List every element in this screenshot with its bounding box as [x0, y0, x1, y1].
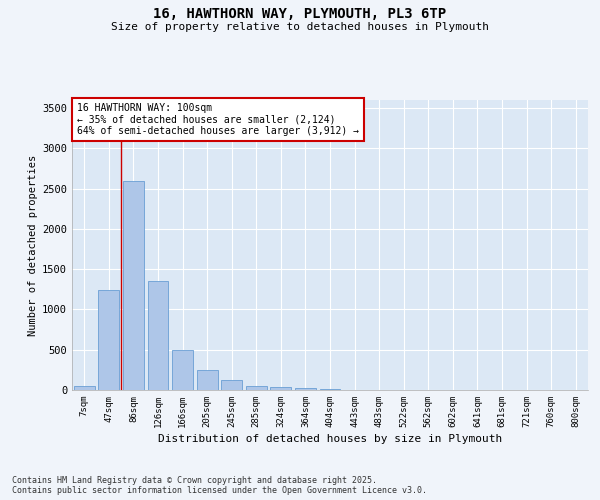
Bar: [246, 386, 267, 390]
Bar: [172, 350, 193, 390]
Bar: [221, 380, 242, 390]
Bar: [148, 281, 169, 390]
Text: 16 HAWTHORN WAY: 100sqm
← 35% of detached houses are smaller (2,124)
64% of semi: 16 HAWTHORN WAY: 100sqm ← 35% of detache…: [77, 103, 359, 136]
Bar: [74, 386, 95, 390]
Text: Size of property relative to detached houses in Plymouth: Size of property relative to detached ho…: [111, 22, 489, 32]
Text: Contains HM Land Registry data © Crown copyright and database right 2025.
Contai: Contains HM Land Registry data © Crown c…: [12, 476, 427, 495]
Bar: [320, 389, 340, 390]
Text: 16, HAWTHORN WAY, PLYMOUTH, PL3 6TP: 16, HAWTHORN WAY, PLYMOUTH, PL3 6TP: [154, 8, 446, 22]
Bar: [295, 388, 316, 390]
Y-axis label: Number of detached properties: Number of detached properties: [28, 154, 38, 336]
Bar: [98, 290, 119, 390]
Bar: [271, 387, 292, 390]
X-axis label: Distribution of detached houses by size in Plymouth: Distribution of detached houses by size …: [158, 434, 502, 444]
Bar: [123, 180, 144, 390]
Bar: [197, 370, 218, 390]
